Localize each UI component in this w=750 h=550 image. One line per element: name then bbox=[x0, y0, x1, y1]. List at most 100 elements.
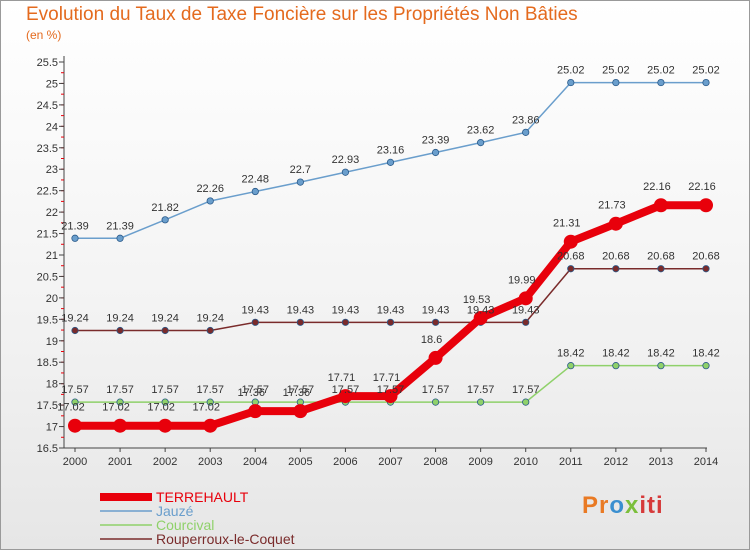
data-label: 17.57 bbox=[151, 384, 179, 396]
data-label: 17.57 bbox=[61, 384, 89, 396]
data-label: 19.24 bbox=[196, 312, 224, 324]
x-tick-label: 2007 bbox=[378, 456, 402, 468]
data-point bbox=[653, 198, 668, 213]
chart-title: Evolution du Taux de Taxe Foncière sur l… bbox=[26, 4, 578, 25]
y-tick-label: 18 bbox=[46, 379, 58, 391]
data-label: 17.71 bbox=[373, 372, 401, 384]
y-tick-label: 17 bbox=[46, 422, 58, 434]
data-point bbox=[473, 311, 488, 326]
data-point bbox=[386, 318, 395, 326]
logo-part: o bbox=[609, 492, 626, 519]
x-tick-label: 2010 bbox=[513, 456, 537, 468]
data-label: 19.43 bbox=[242, 304, 270, 316]
data-label: 18.42 bbox=[692, 348, 720, 360]
data-label: 17.57 bbox=[242, 384, 270, 396]
data-label: 22.48 bbox=[242, 174, 270, 186]
data-label: 17.57 bbox=[422, 384, 450, 396]
data-point bbox=[338, 389, 353, 404]
data-point bbox=[341, 168, 350, 176]
data-label: 17.36 bbox=[283, 387, 311, 399]
data-point bbox=[518, 291, 533, 306]
data-label: 21.82 bbox=[151, 202, 179, 214]
data-point bbox=[203, 418, 218, 433]
data-point bbox=[431, 318, 440, 326]
y-tick-label: 22.5 bbox=[37, 186, 58, 198]
x-tick-label: 2003 bbox=[198, 456, 222, 468]
data-point bbox=[612, 362, 620, 370]
data-point bbox=[657, 265, 665, 273]
data-point bbox=[522, 128, 530, 136]
data-point bbox=[431, 398, 440, 406]
y-tick-label: 25 bbox=[46, 78, 58, 90]
data-label: 17.57 bbox=[196, 384, 224, 396]
data-point bbox=[116, 234, 124, 242]
data-point bbox=[251, 187, 259, 196]
y-tick-label: 18.5 bbox=[37, 357, 58, 369]
y-tick-label: 23.5 bbox=[37, 143, 58, 155]
data-point bbox=[161, 216, 169, 224]
data-point bbox=[702, 78, 710, 87]
x-tick-label: 2008 bbox=[423, 456, 447, 468]
data-label: 19.24 bbox=[106, 312, 134, 324]
data-label: 17.02 bbox=[192, 402, 220, 414]
data-label: 22.26 bbox=[196, 183, 224, 195]
data-label: 18.6 bbox=[421, 334, 442, 346]
data-point bbox=[296, 178, 304, 186]
data-label: 18.42 bbox=[602, 348, 630, 360]
data-label: 25.02 bbox=[647, 65, 675, 77]
y-tick-label: 20 bbox=[46, 293, 58, 305]
data-point bbox=[116, 326, 124, 335]
data-point bbox=[699, 198, 713, 213]
data-point bbox=[567, 265, 575, 273]
data-label: 19.99 bbox=[508, 274, 536, 286]
y-tick-label: 23 bbox=[46, 164, 58, 176]
data-point bbox=[563, 234, 578, 249]
x-tick-label: 2006 bbox=[333, 456, 357, 468]
legend-label: TERREHAULT bbox=[156, 489, 249, 505]
data-label: 18.42 bbox=[647, 348, 675, 360]
data-label: 19.24 bbox=[151, 312, 179, 324]
data-point bbox=[383, 389, 398, 404]
data-label: 17.57 bbox=[106, 384, 134, 396]
data-label: 17.36 bbox=[238, 387, 266, 399]
y-tick-label: 20.5 bbox=[37, 271, 58, 283]
data-point bbox=[158, 418, 173, 433]
data-label: 18.42 bbox=[557, 348, 585, 360]
x-tick-label: 2009 bbox=[468, 456, 492, 468]
data-point bbox=[522, 398, 530, 406]
data-point bbox=[657, 78, 665, 87]
data-label: 21.39 bbox=[61, 220, 89, 232]
data-label: 17.02 bbox=[57, 402, 85, 414]
data-label: 22.16 bbox=[643, 181, 671, 193]
data-label: 17.57 bbox=[287, 384, 315, 396]
data-point bbox=[341, 318, 350, 326]
data-label: 17.57 bbox=[467, 384, 495, 396]
data-label: 23.62 bbox=[467, 125, 495, 137]
y-tick-label: 19.5 bbox=[37, 314, 58, 326]
logo-part: iti bbox=[639, 492, 664, 519]
data-label: 25.02 bbox=[557, 65, 585, 77]
logo-part: x bbox=[625, 492, 640, 519]
data-point bbox=[477, 398, 485, 406]
y-tick-label: 16.5 bbox=[37, 443, 58, 455]
x-tick-label: 2004 bbox=[243, 456, 267, 468]
y-tick-label: 19 bbox=[46, 336, 58, 348]
data-label: 21.73 bbox=[598, 200, 626, 212]
x-tick-label: 2001 bbox=[108, 456, 132, 468]
y-tick-label: 22 bbox=[46, 207, 58, 219]
data-label: 22.93 bbox=[332, 154, 360, 166]
data-label: 19.24 bbox=[61, 312, 89, 324]
data-point bbox=[113, 418, 128, 433]
data-point bbox=[206, 326, 214, 335]
x-tick-label: 2000 bbox=[63, 456, 87, 468]
data-point bbox=[293, 404, 308, 419]
data-point bbox=[116, 398, 124, 406]
data-point bbox=[71, 326, 79, 335]
data-point bbox=[608, 216, 623, 231]
data-point bbox=[206, 197, 214, 205]
x-tick-label: 2014 bbox=[694, 456, 718, 468]
data-label: 21.31 bbox=[553, 218, 581, 230]
data-point bbox=[657, 362, 665, 370]
